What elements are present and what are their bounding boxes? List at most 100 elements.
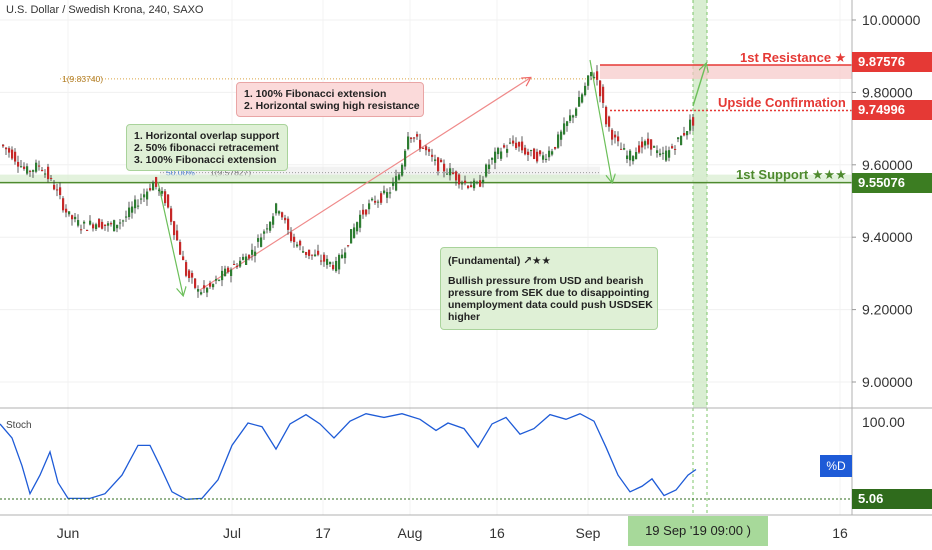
candle-body [98,219,101,228]
candle-body [131,206,134,213]
note2-line2: 2. 50% fibonacci retracement [134,142,279,154]
candle [158,188,161,196]
candle [509,138,512,145]
candle [119,218,122,230]
candle [131,201,134,219]
candle [650,139,653,156]
candle-body [527,151,530,155]
candle-body [413,137,416,139]
candle-body [275,203,278,214]
candle-body [110,223,113,225]
candle-body [179,242,182,255]
candle [617,131,620,147]
candle [191,270,194,284]
candle [164,189,167,206]
candle [110,221,113,227]
candle [29,169,32,177]
band-gap [693,408,707,515]
candle-body [443,163,446,172]
candle-body [50,177,53,179]
forecast-band [693,0,707,408]
candle [41,166,44,172]
candle-body [458,174,461,185]
candle-body [107,223,110,226]
candle-body [614,134,617,138]
candle-body [659,153,662,156]
candle-body [257,238,260,242]
annotation-fundamental-note[interactable]: (Fundamental) ↗★★ Bullish pressure from … [440,247,658,330]
y-tick-label: 9.00000 [862,374,913,390]
candle [581,92,584,104]
candle [152,180,155,191]
candle [347,245,350,248]
candle-body [143,194,146,198]
candle-body [599,80,602,97]
candle-body [473,180,476,189]
candle-body [308,249,311,256]
candle-body [638,145,641,153]
resistance-zone [600,64,852,79]
candle-body [446,173,449,175]
candle-body [377,201,380,203]
candle [332,261,335,271]
candle-body [398,174,401,180]
candle [143,188,146,203]
candle [608,115,611,132]
candle-body [173,221,176,236]
candle [260,233,263,248]
candle-body [650,139,653,150]
candle [644,139,647,150]
candle-body [506,148,509,153]
annotation-resistance-note[interactable]: 1. 100% Fibonacci extension 2. Horizonta… [236,82,424,117]
candle-body [206,287,209,293]
candle-body [233,263,236,265]
candle [542,151,545,163]
candle-body [479,180,482,187]
candle-body [551,151,554,155]
candle-body [320,260,323,262]
candle-body [647,138,650,145]
candle-body [503,145,506,148]
candle [557,131,560,149]
stoch-level-box: 5.06 [852,489,932,509]
candle-body [539,150,542,155]
candle [458,173,461,189]
candle [662,146,665,160]
candle [635,147,638,160]
candle-body [356,222,359,232]
candle [14,148,17,165]
candle [308,249,311,260]
candle [560,129,563,147]
candle-body [434,159,437,161]
candle-body [296,244,299,247]
candle-body [212,284,215,288]
candle [434,154,437,166]
candle [44,169,47,178]
candle [494,147,497,170]
candle [548,146,551,161]
candle-body [524,147,527,155]
candle-body [68,211,71,215]
annotation-support-note[interactable]: 1. Horizontal overlap support 2. 50% fib… [126,124,288,171]
candle [572,114,575,124]
candle [290,227,293,243]
candle-body [353,227,356,238]
candle [320,254,323,266]
candle [68,211,71,217]
candle [155,176,158,190]
candle [653,145,656,148]
candle-body [317,250,320,255]
candle-body [350,229,353,244]
note2-line3: 3. 100% Fibonacci extension [134,154,277,166]
candle-body [155,177,158,187]
candle-body [272,216,275,225]
candle [86,229,89,232]
candle-body [203,285,206,289]
candle [149,183,152,192]
candle [101,219,104,230]
candle [161,187,164,197]
candle [632,155,635,165]
candles [2,65,695,298]
